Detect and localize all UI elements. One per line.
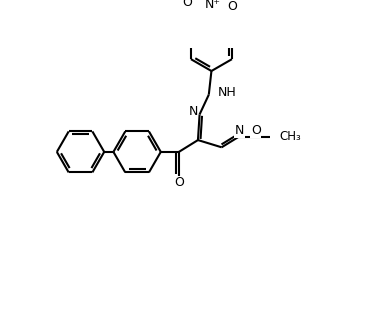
Text: CH₃: CH₃ (279, 130, 301, 143)
Text: O: O (251, 124, 261, 137)
Text: N: N (235, 124, 244, 137)
Text: O: O (174, 176, 184, 189)
Text: NH: NH (218, 86, 237, 99)
Text: O⁻: O⁻ (182, 0, 199, 9)
Text: O: O (227, 0, 237, 13)
Text: N⁺: N⁺ (205, 0, 221, 11)
Text: N: N (188, 105, 198, 118)
